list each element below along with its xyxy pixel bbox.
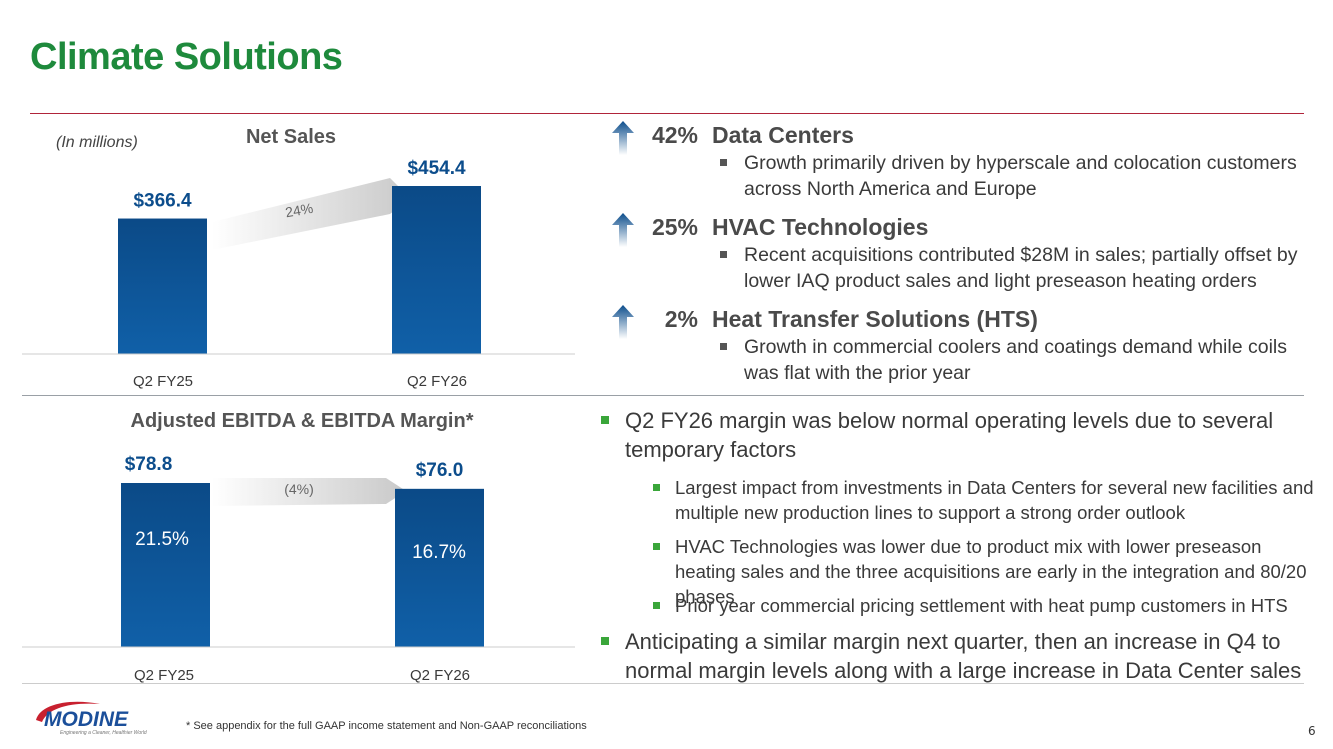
category-label: Q2 FY26	[410, 667, 470, 684]
segment-pct: 25%	[651, 213, 698, 240]
modine-logo: MODINE Engineering a Cleaner, Healthier …	[36, 701, 147, 736]
segment-name: Data Centers	[712, 121, 854, 148]
commentary-sub-2: HVAC Technologies was lower due to produ…	[653, 534, 1320, 609]
commentary-sub-3: Prior year commercial pricing settlement…	[653, 593, 1315, 618]
commentary-point-2: Anticipating a similar margin next quart…	[601, 627, 1305, 685]
category-label: Q2 FY25	[134, 667, 194, 684]
segment-pct: 2%	[664, 305, 698, 332]
net-sales-chart: (In millions) Net Sales 24% $366.4 $454.…	[22, 126, 575, 390]
page-title: Climate Solutions	[30, 36, 343, 78]
units-note: (In millions)	[56, 134, 138, 151]
category-label: Q2 FY26	[407, 373, 467, 390]
up-arrow-icon	[612, 305, 634, 339]
bar-q2-fy26	[392, 186, 481, 354]
charts-area: (In millions) Net Sales 24% $366.4 $454.…	[22, 126, 575, 684]
bottom-divider	[22, 683, 1304, 684]
segment-name: HVAC Technologies	[712, 213, 929, 240]
value-label: $76.0	[416, 460, 464, 481]
segment-hvac: 25% HVAC Technologies Recent acquisition…	[612, 212, 1312, 294]
growth-label: (4%)	[284, 481, 314, 497]
segment-data-centers: 42% Data Centers Growth primarily driven…	[612, 120, 1312, 202]
segment-hts: 2% Heat Transfer Solutions (HTS) Growth …	[612, 304, 1312, 386]
up-arrow-icon	[612, 121, 634, 155]
segment-name: Heat Transfer Solutions (HTS)	[712, 305, 1038, 332]
up-arrow-icon	[612, 213, 634, 247]
value-label: $78.8	[125, 454, 173, 475]
growth-label: 24%	[284, 200, 314, 221]
bar-q2-fy26	[395, 488, 484, 647]
segment-bullet: Growth primarily driven by hyperscale an…	[720, 150, 1312, 202]
bar-q2-fy25	[121, 483, 210, 647]
footnote: * See appendix for the full GAAP income …	[186, 720, 587, 732]
chart-title: Adjusted EBITDA & EBITDA Margin*	[131, 410, 474, 432]
svg-text:MODINE: MODINE	[44, 708, 129, 731]
svg-text:Engineering a Cleaner, Healthi: Engineering a Cleaner, Healthier World	[60, 730, 147, 736]
section-divider	[22, 395, 1304, 396]
growth-ribbon	[212, 178, 410, 250]
commentary-sub-1: Largest impact from investments in Data …	[653, 475, 1315, 525]
title-divider	[30, 113, 1304, 114]
segment-pct: 42%	[651, 121, 698, 148]
value-label: $366.4	[133, 191, 192, 212]
page-number: 6	[1308, 724, 1316, 738]
margin-label: 21.5%	[135, 529, 189, 550]
bar-q2-fy25	[118, 218, 207, 354]
growth-ribbon	[212, 478, 406, 506]
segment-bullet: Recent acquisitions contributed $28M in …	[720, 242, 1312, 294]
margin-label: 16.7%	[412, 542, 466, 563]
segment-bullet: Growth in commercial coolers and coating…	[720, 334, 1312, 386]
commentary-point-1: Q2 FY26 margin was below normal operatin…	[601, 406, 1295, 464]
category-label: Q2 FY25	[133, 373, 193, 390]
chart-title: Net Sales	[246, 126, 336, 148]
ebitda-chart: Adjusted EBITDA & EBITDA Margin* (4%) $7…	[22, 410, 575, 684]
value-label: $454.4	[407, 158, 466, 179]
